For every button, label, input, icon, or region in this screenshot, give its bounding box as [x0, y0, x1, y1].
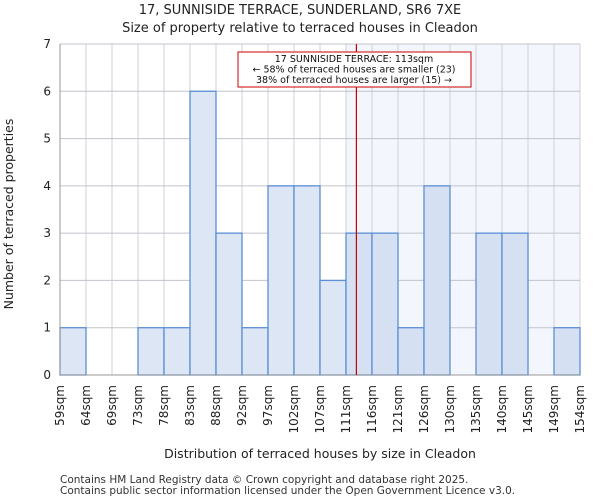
bar: [345, 232, 373, 376]
y-tick-label: 2: [43, 273, 51, 287]
footer-line-2: Contains public sector information licen…: [60, 485, 516, 497]
annotation-box: [237, 51, 472, 88]
bar: [319, 279, 347, 376]
bar: [163, 327, 191, 376]
bar: [189, 90, 217, 376]
x-tick-label: 145sqm: [521, 385, 535, 433]
bar: [267, 185, 295, 376]
annotation-line: ← 58% of terraced houses are smaller (23…: [252, 65, 455, 76]
x-tick-label: 111sqm: [339, 385, 353, 433]
x-tick-label: 97sqm: [261, 385, 275, 426]
bar: [553, 327, 581, 376]
x-tick-label: 121sqm: [391, 385, 405, 433]
y-tick-label: 4: [43, 179, 51, 193]
x-axis-label: Distribution of terraced houses by size …: [164, 446, 476, 461]
y-axis-label: Number of terraced properties: [1, 119, 16, 310]
bar: [215, 232, 243, 376]
x-tick-label: 154sqm: [573, 385, 587, 433]
chart-title: 17, SUNNISIDE TERRACE, SUNDERLAND, SR6 7…: [138, 3, 462, 18]
bar: [475, 232, 503, 376]
annotation-line: 38% of terraced houses are larger (15) →: [256, 75, 452, 86]
bar: [137, 327, 165, 376]
y-tick-label: 3: [43, 226, 51, 240]
x-tick-label: 92sqm: [235, 385, 249, 426]
bar: [241, 327, 269, 376]
x-tick-label: 64sqm: [79, 385, 93, 426]
bar: [59, 327, 87, 376]
x-tick-label: 73sqm: [131, 385, 145, 426]
x-tick-label: 69sqm: [105, 385, 119, 426]
bar: [293, 185, 321, 376]
x-tick-label: 130sqm: [443, 385, 457, 433]
footer-line-1: Contains HM Land Registry data © Crown c…: [60, 474, 469, 486]
x-tick-label: 102sqm: [287, 385, 301, 433]
y-tick-label: 5: [43, 132, 51, 146]
bar: [501, 232, 529, 376]
y-tick-label: 7: [43, 37, 51, 51]
chart-subtitle: Size of property relative to terraced ho…: [122, 21, 478, 36]
x-tick-label: 149sqm: [547, 385, 561, 433]
x-tick-label: 116sqm: [365, 385, 379, 433]
y-tick-label: 0: [43, 368, 51, 382]
y-tick-label: 1: [43, 321, 51, 335]
x-tick-label: 78sqm: [157, 385, 171, 426]
y-tick-label: 6: [43, 84, 51, 98]
bar: [371, 232, 399, 376]
x-tick-label: 140sqm: [495, 385, 509, 433]
bar: [423, 185, 451, 376]
x-tick-label: 59sqm: [53, 385, 67, 426]
x-tick-label: 83sqm: [183, 385, 197, 426]
x-tick-label: 107sqm: [313, 385, 327, 433]
x-tick-label: 126sqm: [417, 385, 431, 433]
bar: [397, 327, 425, 376]
x-tick-label: 88sqm: [209, 385, 223, 426]
annotation-line: 17 SUNNISIDE TERRACE: 113sqm: [275, 54, 433, 65]
x-tick-label: 135sqm: [469, 385, 483, 433]
